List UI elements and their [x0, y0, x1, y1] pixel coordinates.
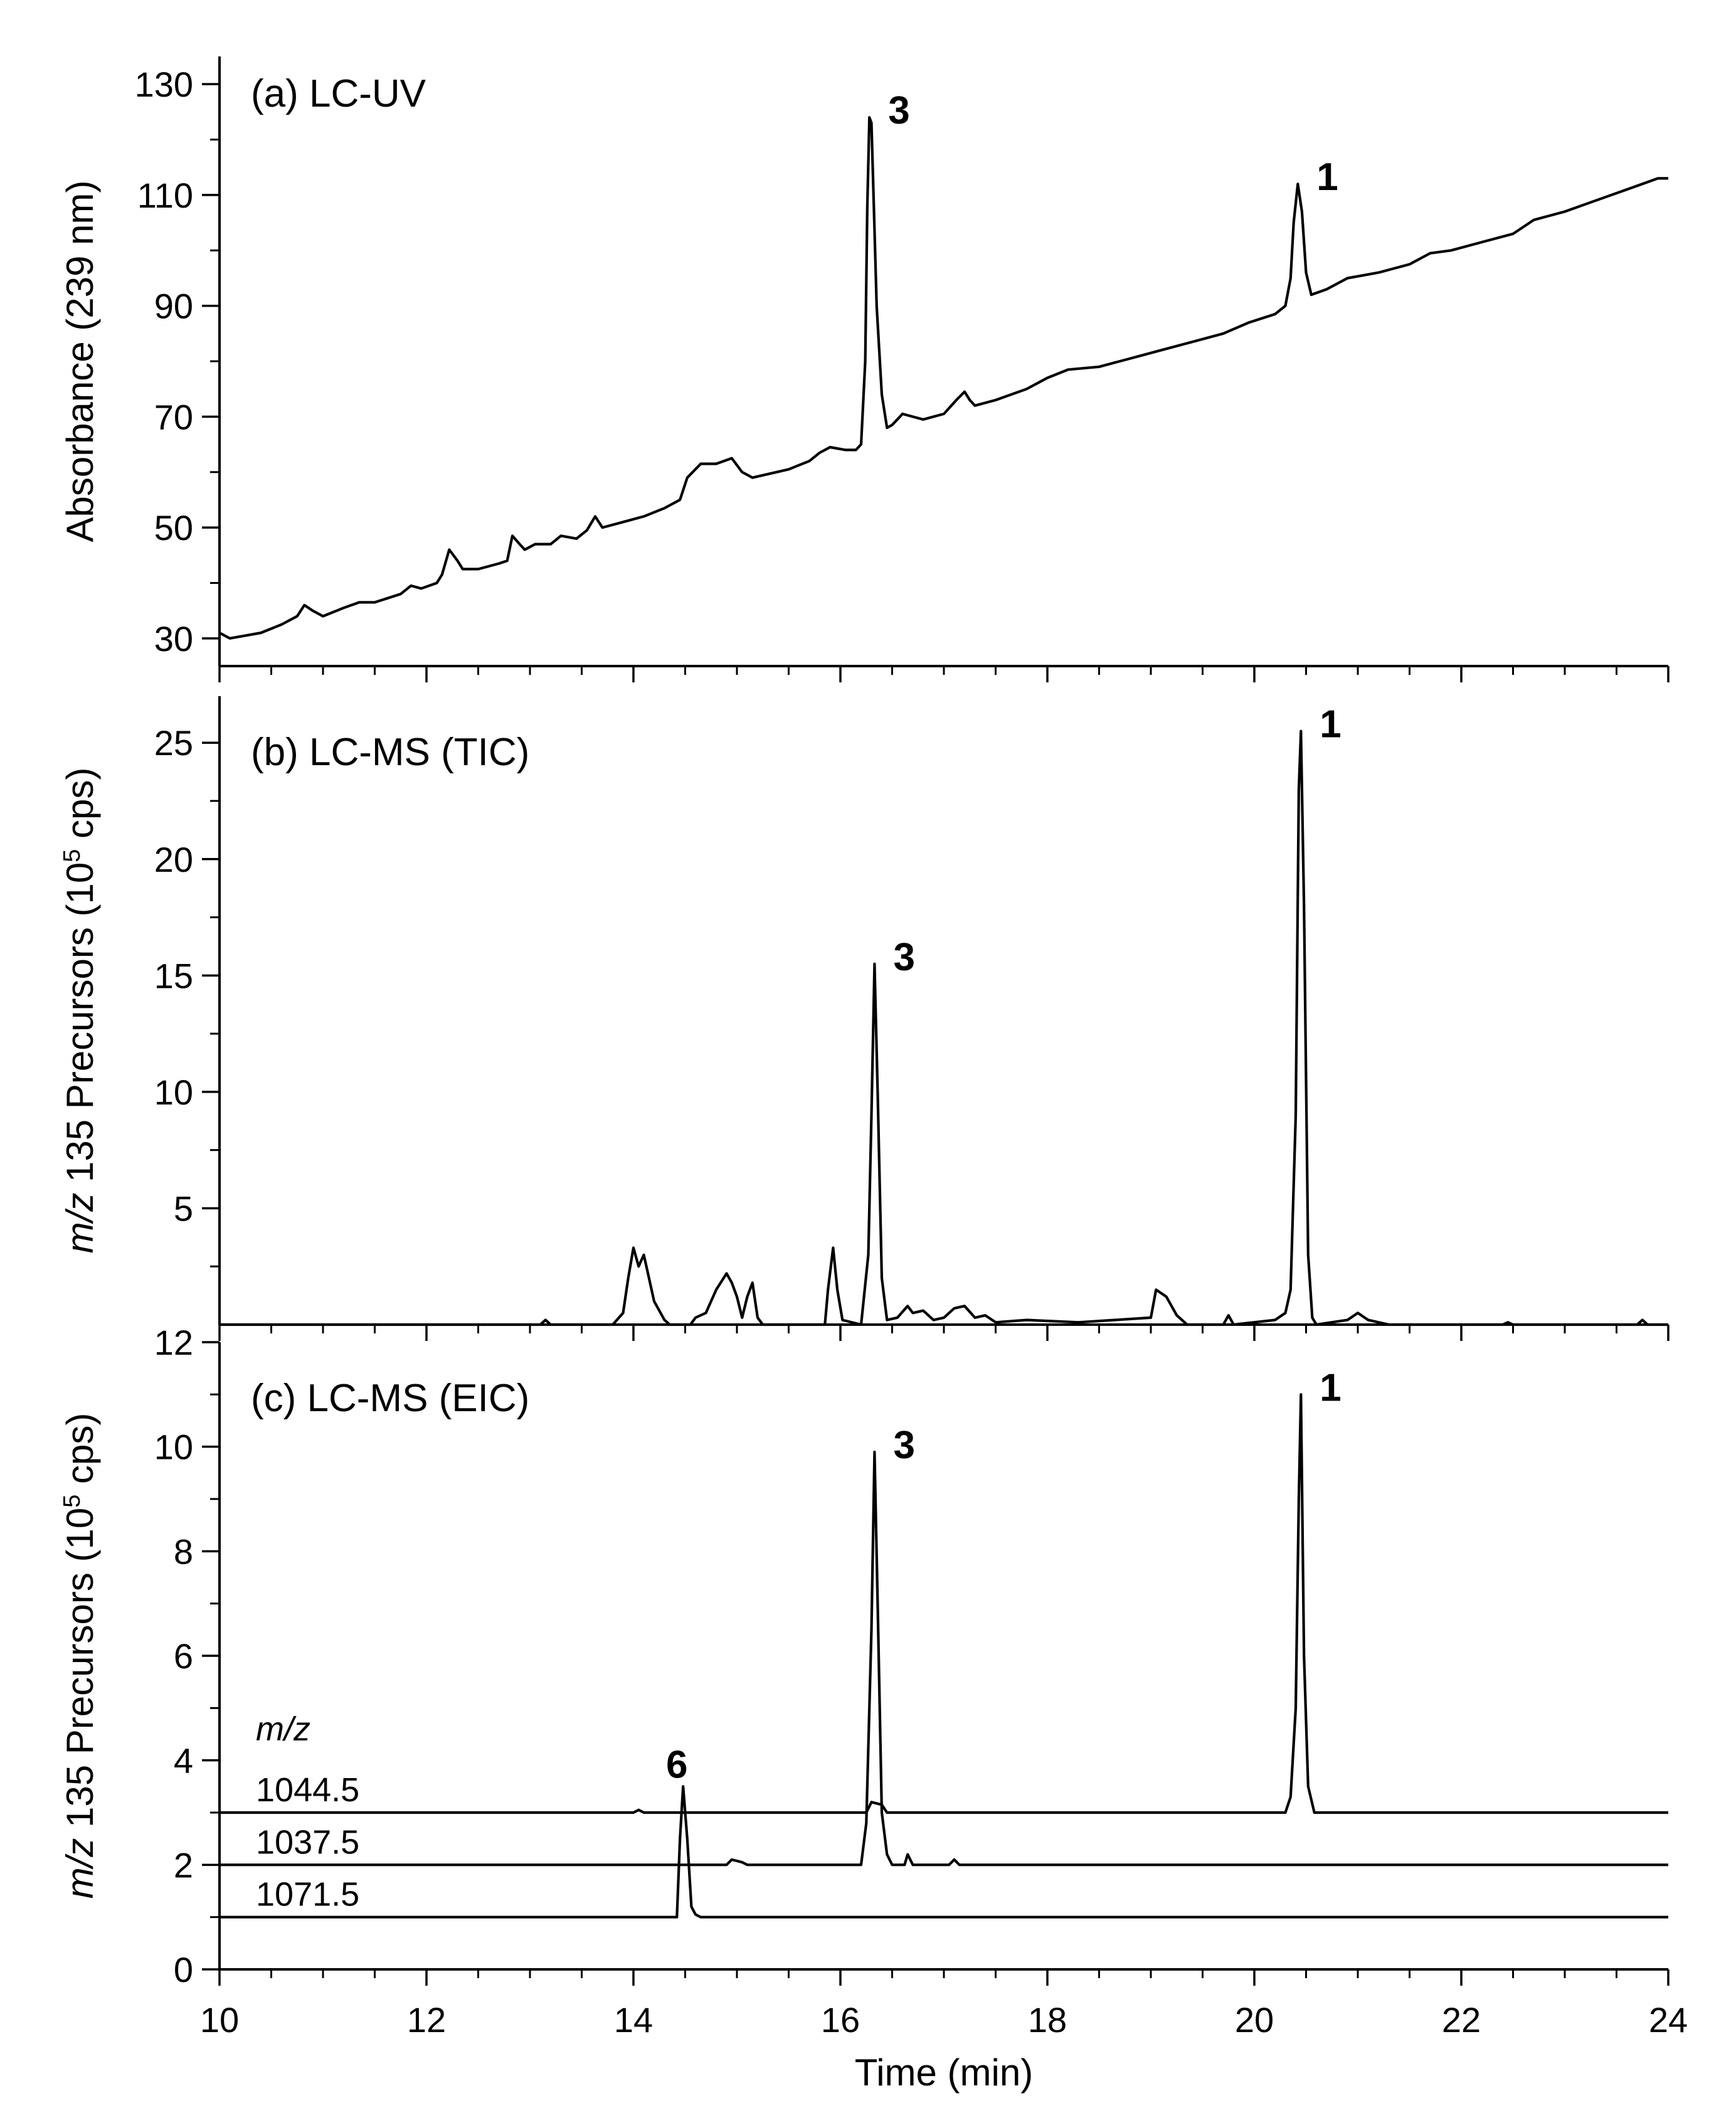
peak-label: 6	[666, 1743, 687, 1786]
y-axis-title: m/z 135 Precursors (105 cps)	[59, 1413, 101, 1899]
peak-label: 1	[1316, 156, 1338, 199]
y-axis-title-exponent: 5	[59, 849, 85, 862]
trace-tic	[220, 729, 1668, 1327]
y-tick-label: 70	[154, 397, 193, 437]
y-tick-label: 6	[174, 1636, 193, 1676]
y-axis-title-units: cps)	[59, 768, 101, 849]
panel-1: 30 50 70 90 110 130 Absorbance (239 nm) (a) LC-…	[59, 56, 1670, 682]
x-tick-label: 14	[614, 2000, 653, 2040]
panel-label: (b) LC-MS (TIC)	[251, 731, 529, 774]
peak-label: 3	[893, 1424, 914, 1467]
panel-label: (a) LC-UV	[251, 72, 426, 115]
trace-lc-uv-239-nm	[219, 116, 1668, 640]
y-tick-label: 5	[174, 1189, 193, 1228]
peak-label: 1	[1320, 1366, 1341, 1409]
y-tick-label: 10	[154, 1072, 193, 1112]
trace-1044-5	[220, 1393, 1668, 1814]
y-tick-label: 12	[154, 1323, 193, 1362]
y-axis-title: m/z 135 Precursors (105 cps)	[59, 768, 101, 1254]
y-axis-title-text: 135 Precursors (10	[59, 862, 101, 1193]
y-tick-label: 130	[135, 65, 193, 104]
peak-label: 3	[893, 936, 914, 979]
y-tick-label: 90	[154, 287, 193, 326]
x-tick-label: 20	[1235, 2000, 1274, 2040]
x-tick-label: 12	[407, 2000, 446, 2040]
mz-legend-entry: 1044.5	[256, 1771, 359, 1809]
y-tick-label: 30	[154, 619, 193, 659]
y-tick-label: 4	[174, 1741, 193, 1781]
peak-label: 3	[888, 89, 909, 132]
y-axis-title-mz: m/z	[59, 1193, 101, 1254]
y-tick-label: 20	[154, 840, 193, 879]
mz-legend-entry: 1037.5	[256, 1823, 359, 1861]
panel-label: (c) LC-MS (EIC)	[251, 1377, 529, 1420]
y-tick-label: 2	[174, 1845, 193, 1885]
y-tick-label: 25	[154, 723, 193, 763]
y-axis-title-mz: m/z	[59, 1838, 101, 1899]
y-tick-label: 50	[154, 508, 193, 548]
y-axis-title: Absorbance (239 nm)	[59, 181, 101, 543]
peak-label: 1	[1320, 703, 1341, 746]
x-tick-label: 24	[1649, 2000, 1688, 2040]
y-tick-label: 15	[154, 956, 193, 995]
trace-1071-5	[220, 1785, 1668, 1919]
x-tick-label: 10	[200, 2000, 239, 2040]
x-tick-label: 18	[1028, 2000, 1067, 2040]
y-axis-title-exponent: 5	[59, 1495, 85, 1508]
y-tick-label: 8	[174, 1532, 193, 1571]
x-tick-label: 22	[1442, 2000, 1481, 2040]
x-axis-title: Time (min)	[855, 2052, 1033, 2094]
x-tick-label: 16	[821, 2000, 860, 2040]
y-tick-label: 110	[137, 176, 193, 215]
trace-1037-5	[220, 1450, 1668, 1867]
y-axis-title-units: cps)	[59, 1413, 101, 1495]
y-tick-label: 10	[154, 1427, 193, 1467]
y-tick-label: 0	[174, 1950, 193, 1989]
y-axis-title-text: 135 Precursors (10	[59, 1508, 101, 1838]
mz-legend-title: m/z	[256, 1710, 310, 1748]
mz-legend-entry: 1071.5	[256, 1876, 359, 1914]
